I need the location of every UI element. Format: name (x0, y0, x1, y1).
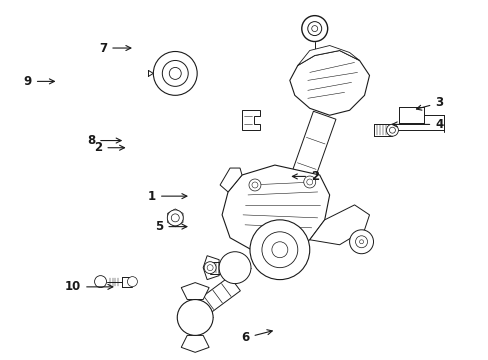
Circle shape (248, 179, 261, 191)
Polygon shape (297, 45, 359, 66)
Circle shape (355, 236, 367, 248)
Text: 4: 4 (391, 118, 443, 131)
Text: 8: 8 (87, 134, 121, 147)
Circle shape (169, 67, 181, 80)
Circle shape (219, 252, 250, 284)
Polygon shape (181, 283, 209, 300)
Circle shape (177, 300, 213, 336)
Text: 2: 2 (94, 141, 124, 154)
Circle shape (262, 232, 297, 268)
Polygon shape (181, 336, 209, 352)
Circle shape (388, 127, 395, 133)
Circle shape (127, 276, 137, 287)
Circle shape (207, 265, 213, 271)
Polygon shape (309, 205, 369, 245)
Polygon shape (220, 168, 242, 192)
Circle shape (359, 240, 363, 244)
Circle shape (171, 214, 179, 222)
Text: 10: 10 (65, 280, 113, 293)
Text: 2: 2 (292, 170, 319, 183)
Circle shape (386, 124, 398, 136)
Circle shape (94, 276, 106, 288)
Circle shape (349, 230, 373, 254)
Polygon shape (167, 209, 183, 227)
Polygon shape (203, 256, 219, 280)
Circle shape (167, 210, 183, 226)
Text: 1: 1 (147, 190, 186, 203)
Polygon shape (283, 111, 335, 204)
Text: 5: 5 (155, 220, 186, 233)
Circle shape (251, 182, 258, 188)
Polygon shape (242, 110, 260, 130)
Text: 7: 7 (99, 41, 131, 54)
Circle shape (153, 51, 197, 95)
Polygon shape (222, 165, 329, 255)
Polygon shape (289, 50, 369, 115)
Circle shape (306, 179, 312, 185)
Circle shape (249, 220, 309, 280)
Circle shape (271, 242, 287, 258)
Circle shape (311, 26, 317, 32)
Circle shape (162, 60, 188, 86)
Text: 3: 3 (416, 96, 443, 110)
Circle shape (307, 22, 321, 36)
Polygon shape (194, 276, 240, 317)
Circle shape (301, 15, 327, 41)
Text: 9: 9 (23, 75, 54, 88)
Circle shape (203, 262, 216, 274)
Text: 6: 6 (241, 330, 272, 344)
Circle shape (303, 176, 315, 188)
